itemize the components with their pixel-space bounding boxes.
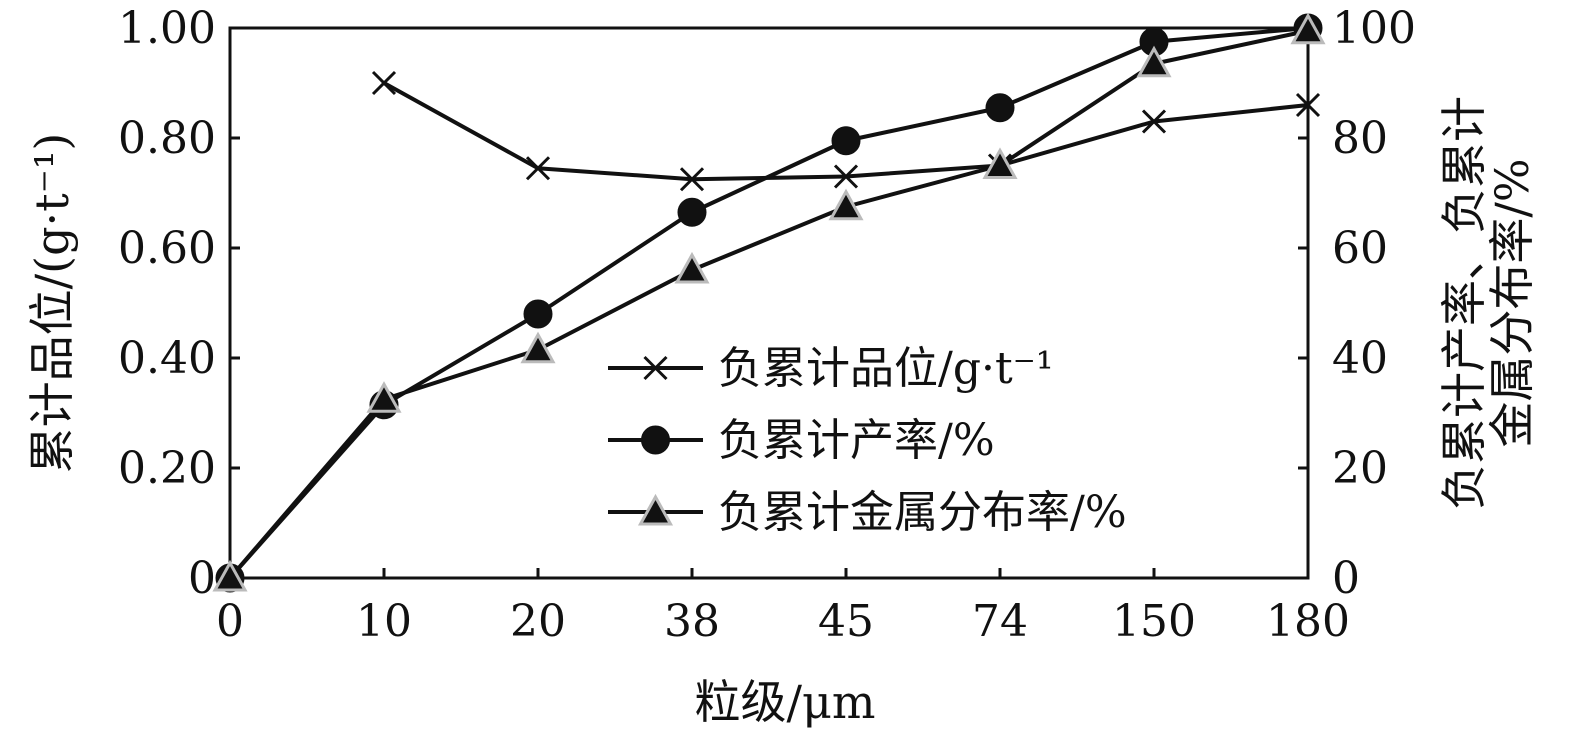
x-tick-label: 45 bbox=[818, 596, 874, 647]
data-point bbox=[679, 167, 705, 192]
x-tick-label: 150 bbox=[1112, 596, 1196, 647]
x-tick-label: 10 bbox=[356, 596, 412, 647]
legend: 负累计品位/g·t⁻¹ 负累计产率/% 负累计金属分布率/% bbox=[608, 343, 1127, 538]
legend-marker bbox=[637, 493, 674, 526]
data-point bbox=[1141, 109, 1167, 134]
legend-entry: 负累计产率/% bbox=[608, 415, 995, 466]
y-right-tick-label: 20 bbox=[1332, 443, 1388, 494]
legend-entry: 负累计品位/g·t⁻¹ bbox=[608, 343, 1054, 394]
data-point bbox=[982, 147, 1018, 179]
y-left-axis-title: 累计品位/(g·t⁻¹) bbox=[25, 133, 79, 474]
y-left-tick-label: 0.80 bbox=[118, 113, 216, 164]
data-point bbox=[1290, 12, 1326, 45]
legend-marker bbox=[641, 425, 670, 455]
data-point bbox=[1295, 92, 1321, 118]
y-left-tick-label: 0.60 bbox=[118, 223, 216, 274]
data-point bbox=[366, 381, 402, 413]
y-left-tick-label: 0.40 bbox=[118, 333, 216, 384]
data-point bbox=[523, 299, 553, 329]
x-tick-label: 74 bbox=[972, 596, 1028, 647]
legend-label: 负累计品位/g·t⁻¹ bbox=[718, 343, 1054, 394]
y-left-tick-label: 0 bbox=[188, 553, 216, 604]
y-left-tick-label: 0.20 bbox=[118, 443, 216, 494]
series-line bbox=[228, 28, 1309, 580]
data-point bbox=[833, 164, 859, 189]
data-point bbox=[985, 93, 1015, 123]
plot-frame bbox=[228, 26, 1310, 580]
legend-label: 负累计金属分布率/% bbox=[718, 487, 1127, 538]
data-point bbox=[212, 559, 248, 592]
data-point bbox=[371, 70, 397, 96]
legend-entry: 负累计金属分布率/% bbox=[608, 487, 1127, 538]
data-point bbox=[520, 331, 556, 364]
y-right-tick-label: 40 bbox=[1332, 333, 1388, 384]
y-right-axis-title-line: 金属分布率/% bbox=[1485, 158, 1539, 447]
series-3 bbox=[212, 12, 1326, 592]
y-right-tick-label: 100 bbox=[1332, 3, 1416, 54]
legend-marker bbox=[643, 355, 668, 381]
x-tick-label: 20 bbox=[510, 596, 566, 647]
data-point bbox=[674, 251, 710, 284]
y-right-axis-title-line: 负累计产率、负累计 bbox=[1437, 96, 1491, 510]
x-tick-label: 180 bbox=[1266, 596, 1350, 647]
y-right-tick-label: 0 bbox=[1332, 553, 1360, 604]
y-left-tick-label: 1.00 bbox=[118, 3, 216, 54]
x-tick-label: 0 bbox=[216, 596, 244, 647]
data-point bbox=[831, 126, 861, 156]
x-axis-title: 粒级/μm bbox=[694, 675, 875, 729]
data-point bbox=[677, 197, 707, 227]
x-tick-label: 38 bbox=[664, 596, 720, 647]
y-right-tick-label: 60 bbox=[1332, 223, 1388, 274]
axes: 0 10 20 38 45 74 150 18000.200.400.600.801.0002… bbox=[25, 3, 1539, 647]
series-layer bbox=[212, 12, 1326, 593]
y-right-tick-label: 80 bbox=[1332, 113, 1388, 164]
data-point bbox=[1136, 45, 1172, 78]
legend-label: 负累计产率/% bbox=[718, 415, 995, 466]
data-point bbox=[525, 156, 551, 181]
data-point bbox=[828, 188, 864, 221]
